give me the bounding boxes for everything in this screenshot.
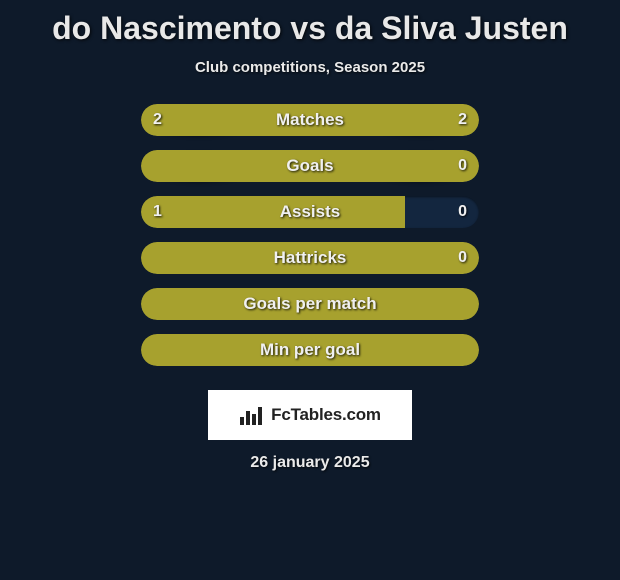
stat-row: Min per goal xyxy=(141,334,479,366)
credit-box: FcTables.com xyxy=(208,390,412,440)
page-title: do Nascimento vs da Sliva Justen xyxy=(52,10,568,47)
bar-wrap: 0Goals xyxy=(141,150,479,182)
bar-wrap: 22Matches xyxy=(141,104,479,136)
credit-text: FcTables.com xyxy=(271,405,381,425)
bar-label: Hattricks xyxy=(141,242,479,274)
stat-row: 22Matches xyxy=(141,104,479,136)
stat-row: 0Goals xyxy=(141,150,479,182)
stat-row: 10Assists xyxy=(141,196,479,228)
bar-wrap: Min per goal xyxy=(141,334,479,366)
stat-row: 0Hattricks xyxy=(141,242,479,274)
bar-label: Goals per match xyxy=(141,288,479,320)
bars-icon xyxy=(239,405,265,425)
stat-row: Goals per match xyxy=(141,288,479,320)
subtitle: Club competitions, Season 2025 xyxy=(195,59,425,76)
bar-label: Matches xyxy=(141,104,479,136)
bar-wrap: 0Hattricks xyxy=(141,242,479,274)
bar-wrap: Goals per match xyxy=(141,288,479,320)
bar-label: Assists xyxy=(141,196,479,228)
bar-wrap: 10Assists xyxy=(141,196,479,228)
date-text: 26 january 2025 xyxy=(250,454,369,472)
bar-label: Goals xyxy=(141,150,479,182)
chart-rows: 22Matches 0Goals 10Assists 0Hattricks Goals … xyxy=(141,104,479,380)
container: do Nascimento vs da Sliva Justen Club co… xyxy=(0,0,620,482)
bar-label: Min per goal xyxy=(141,334,479,366)
